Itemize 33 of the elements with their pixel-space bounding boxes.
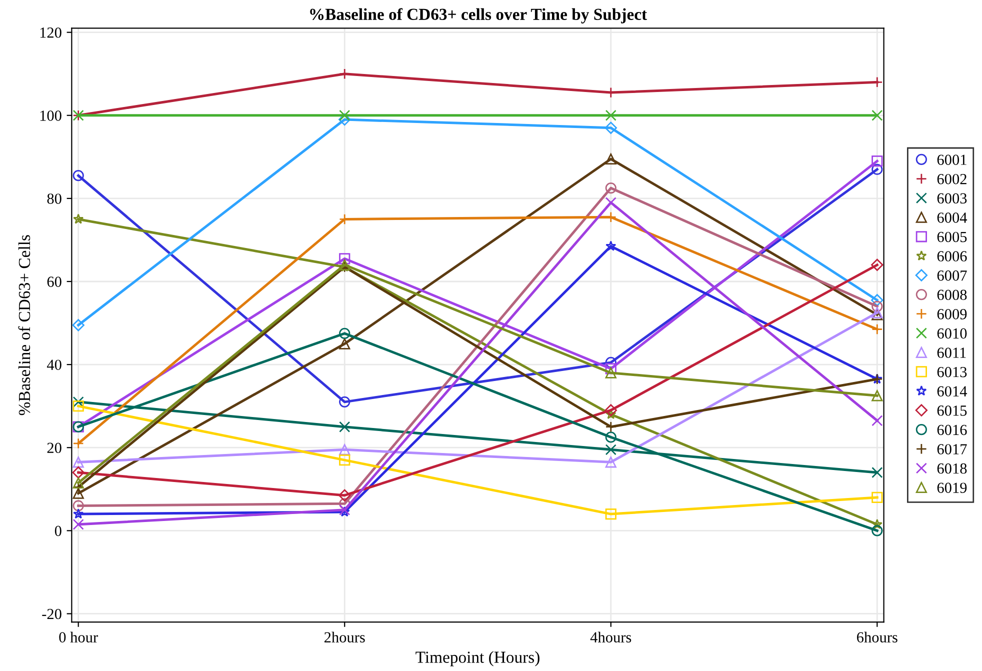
legend-label: 6007 — [937, 270, 967, 281]
legend-label: 6010 — [937, 328, 967, 339]
y-tick-label: 60 — [47, 276, 62, 287]
y-tick-label: 120 — [40, 27, 62, 38]
y-tick-label: 80 — [47, 194, 62, 204]
legend-label: 6001 — [937, 154, 966, 165]
legend-label: 6004 — [937, 212, 968, 223]
legend-label: 6008 — [937, 290, 967, 300]
legend-label: 6013 — [937, 366, 967, 378]
legend-label: 6019 — [937, 482, 967, 493]
legend-label: 6011 — [937, 348, 966, 358]
legend-label: 6002 — [937, 174, 966, 184]
legend-label: 6006 — [937, 251, 967, 262]
y-tick-label: 40 — [46, 360, 62, 370]
legend-label: 6017 — [937, 444, 967, 454]
legend-label: 6015 — [937, 405, 967, 416]
x-tick-label: 0 hour — [59, 632, 98, 642]
y-tick-label: 20 — [47, 442, 62, 454]
x-axis-title: Timepoint (Hours) — [416, 651, 540, 666]
legend-label: 6018 — [937, 463, 967, 474]
x-tick-label: 4hours — [590, 632, 632, 642]
y-tick-label: 0 — [54, 526, 62, 536]
y-tick-label: -20 — [42, 608, 62, 620]
legend-label: 6014 — [937, 386, 968, 397]
x-tick-label: 6hours — [857, 632, 898, 642]
chart-title: %Baseline of CD63+ cells over Time by Subject — [310, 8, 648, 24]
y-axis-title: %Baseline of CD63+ Cells — [18, 235, 30, 416]
legend-label: 6005 — [937, 232, 967, 242]
x-tick-label: 2hours — [324, 632, 365, 642]
legend-label: 6003 — [937, 193, 967, 204]
legend-label: 6009 — [937, 309, 967, 320]
y-tick-label: 100 — [40, 110, 62, 121]
legend-label: 6016 — [937, 424, 967, 436]
